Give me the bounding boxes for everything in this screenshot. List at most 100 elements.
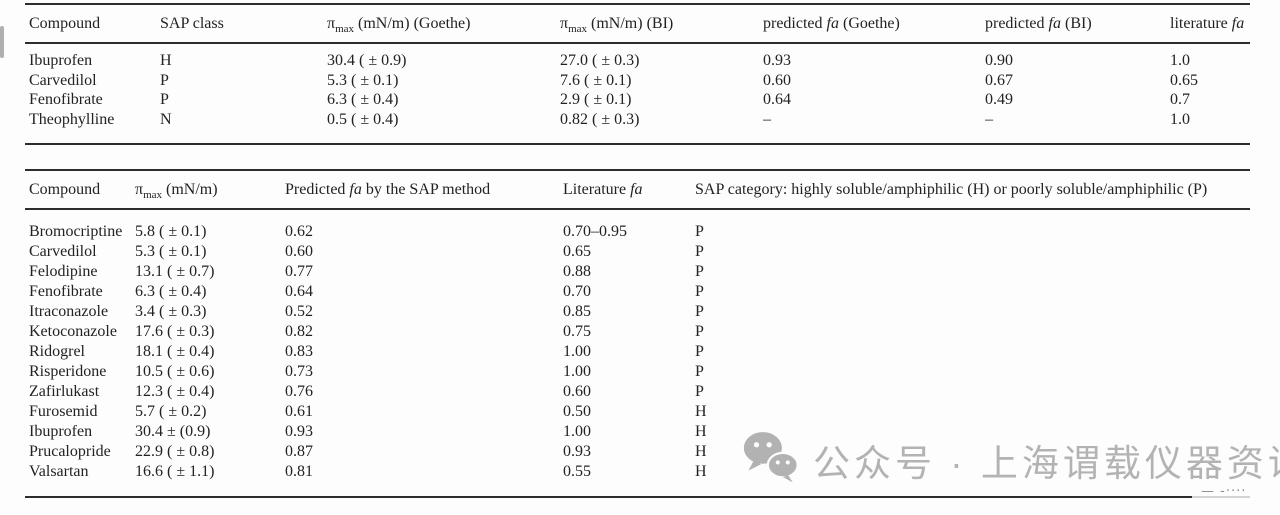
table-cell: – xyxy=(985,110,993,128)
table-row: Fenofibrate 6.3 ( ± 0.4) 0.64 0.70 P xyxy=(25,282,1250,302)
table-cell: Risperidone xyxy=(29,363,107,380)
table-cell: 0.75 xyxy=(563,323,591,340)
table-cell: P xyxy=(695,323,704,340)
table-cell: 30.4 ( ± 0.9) xyxy=(327,52,407,69)
table-row: Valsartan 16.6 ( ± 1.1) 0.81 0.55 H xyxy=(25,462,1250,497)
table-cell: 0.93 xyxy=(763,52,791,69)
table-row: Theophylline N 0.5 ( ± 0.4) 0.82 ( ± 0.3) – –… xyxy=(25,110,1250,145)
scan-artifact xyxy=(0,26,4,58)
table-cell: 5.3 ( ± 0.1) xyxy=(327,71,399,89)
column-header: πmax (mN/m) (BI) xyxy=(560,4,763,44)
table-cell: Felodipine xyxy=(29,263,98,280)
table-body: Ibuprofen H 30.4 ( ± 0.9) 27.0 ( ± 0.3) 0.93… xyxy=(25,43,1250,144)
table-header: Compound πmax (mN/m) Predicted fa by the S… xyxy=(25,170,1250,210)
table-cell: 0.52 xyxy=(285,303,313,320)
table-cell: P xyxy=(695,303,704,320)
table-cell: 13.1 ( ± 0.7) xyxy=(135,263,215,280)
table-cell: P xyxy=(695,283,704,300)
table-row: Prucalopride 22.9 ( ± 0.8) 0.87 0.93 H xyxy=(25,442,1250,462)
table-cell: 2.9 ( ± 0.1) xyxy=(560,91,632,108)
rule-fade xyxy=(1192,487,1280,499)
table-cell: 0.60 xyxy=(285,243,313,260)
table-cell: 5.3 ( ± 0.1) xyxy=(135,243,207,260)
table-cell: Zafirlukast xyxy=(29,383,100,400)
table-cell: 0.83 xyxy=(285,343,313,360)
table-cell: Itraconazole xyxy=(29,303,109,320)
table-cell: 0.64 xyxy=(285,283,313,300)
table-cell: H xyxy=(695,463,707,480)
table-row: Ridogrel 18.1 ( ± 0.4) 0.83 1.00 P xyxy=(25,342,1250,362)
column-header: Literature fa xyxy=(563,170,695,210)
table-row: Carvedilol P 5.3 ( ± 0.1) 7.6 ( ± 0.1) 0.60 0… xyxy=(25,71,1250,91)
rule-end-dashes: — -···· xyxy=(1201,484,1247,499)
column-header: πmax (mN/m) (Goethe) xyxy=(327,4,560,44)
table-cell: 27.0 ( ± 0.3) xyxy=(560,52,640,69)
table-cell: Theophylline xyxy=(29,110,115,128)
column-header: predicted fa (Goethe) xyxy=(763,4,985,44)
table-cell: Fenofibrate xyxy=(29,283,103,300)
table-cell: 0.55 xyxy=(563,463,591,480)
column-header: Predicted fa by the SAP method xyxy=(285,170,563,210)
table-row: Carvedilol 5.3 ( ± 0.1) 0.60 0.65 P xyxy=(25,242,1250,262)
table-cell: 18.1 ( ± 0.4) xyxy=(135,343,215,360)
table-cell: 1.0 xyxy=(1170,52,1190,69)
column-header: predicted fa (BI) xyxy=(985,4,1170,44)
table-cell: 16.6 ( ± 1.1) xyxy=(135,463,215,480)
table-cell: – xyxy=(763,110,771,128)
table-cell: 0.93 xyxy=(285,423,313,440)
table-cell: 3.4 ( ± 0.3) xyxy=(135,303,207,320)
table-cell: 0.82 xyxy=(285,323,313,340)
table-cell: P xyxy=(695,223,704,240)
header-row: Compound SAP class πmax (mN/m) (Goethe) πma… xyxy=(25,4,1250,44)
table-cell: 0.5 ( ± 0.4) xyxy=(327,110,399,128)
table-cell: 0.82 ( ± 0.3) xyxy=(560,110,640,128)
table-cell: 1.00 xyxy=(563,343,591,360)
table-cell: P xyxy=(695,343,704,360)
table-cell: 0.62 xyxy=(285,223,313,240)
table-cell: 0.73 xyxy=(285,363,313,380)
table-cell: P xyxy=(695,363,704,380)
table-cell: 0.70 xyxy=(563,283,591,300)
table-cell: H xyxy=(160,52,172,69)
table-cell: 0.90 xyxy=(985,52,1013,69)
table-cell: P xyxy=(695,383,704,400)
table-cell: 0.85 xyxy=(563,303,591,320)
table-cell: H xyxy=(695,443,707,460)
table-cell: 5.8 ( ± 0.1) xyxy=(135,223,207,240)
table-cell: 0.60 xyxy=(763,71,791,89)
table-cell: 6.3 ( ± 0.4) xyxy=(327,91,399,108)
table-cell: P xyxy=(160,71,169,89)
table-cell: Carvedilol xyxy=(29,71,97,89)
header-row: Compound πmax (mN/m) Predicted fa by the S… xyxy=(25,170,1250,210)
table-cell: 0.65 xyxy=(1170,71,1198,89)
table-row: Ibuprofen 30.4 ± (0.9) 0.93 1.00 H xyxy=(25,422,1250,442)
column-header: SAP class xyxy=(160,4,327,44)
table-cell: Ridogrel xyxy=(29,343,85,360)
table-cell: 6.3 ( ± 0.4) xyxy=(135,283,207,300)
table-row: Ketoconazole 17.6 ( ± 0.3) 0.82 0.75 P xyxy=(25,322,1250,342)
table-cell: 0.65 xyxy=(563,243,591,260)
table-cell: 0.93 xyxy=(563,443,591,460)
table-cell: Ibuprofen xyxy=(29,423,93,440)
table-cell: 12.3 ( ± 0.4) xyxy=(135,383,215,400)
table-cell: 0.64 xyxy=(763,91,791,108)
table-cell: 5.7 ( ± 0.2) xyxy=(135,403,207,420)
table-cell: P xyxy=(695,243,704,260)
table-cell: 0.76 xyxy=(285,383,313,400)
table-cell: P xyxy=(160,91,169,108)
column-header: Compound xyxy=(25,170,135,210)
table-cell: 30.4 ± (0.9) xyxy=(135,423,211,440)
table-cell: 10.5 ( ± 0.6) xyxy=(135,363,215,380)
column-header: literature fa xyxy=(1170,4,1250,44)
table-cell: P xyxy=(695,263,704,280)
watermark-text: 公众号 · 上海谓载仪器资讯 xyxy=(813,442,1280,484)
table-cell: H xyxy=(695,423,707,440)
wechat-icon xyxy=(742,430,800,489)
table-row: Bromocriptine 5.8 ( ± 0.1) 0.62 0.70–0.95 P xyxy=(25,209,1250,242)
table-cell: 0.67 xyxy=(985,71,1013,89)
table-cell: 0.88 xyxy=(563,263,591,280)
table-cell: 7.6 ( ± 0.1) xyxy=(560,71,632,89)
table-cell: 17.6 ( ± 0.3) xyxy=(135,323,215,340)
sap-prediction-table: Compound πmax (mN/m) Predicted fa by the S… xyxy=(25,169,1250,498)
table-cell: 0.50 xyxy=(563,403,591,420)
